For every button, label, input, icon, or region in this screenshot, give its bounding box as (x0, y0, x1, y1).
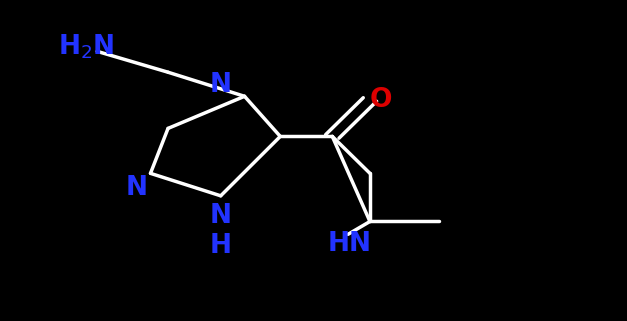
Text: N
H: N H (209, 203, 232, 259)
Text: H$_2$N: H$_2$N (58, 32, 114, 61)
Text: O: O (369, 87, 392, 112)
Text: N: N (209, 72, 232, 98)
Text: N: N (125, 175, 148, 201)
Text: HN: HN (327, 231, 371, 257)
